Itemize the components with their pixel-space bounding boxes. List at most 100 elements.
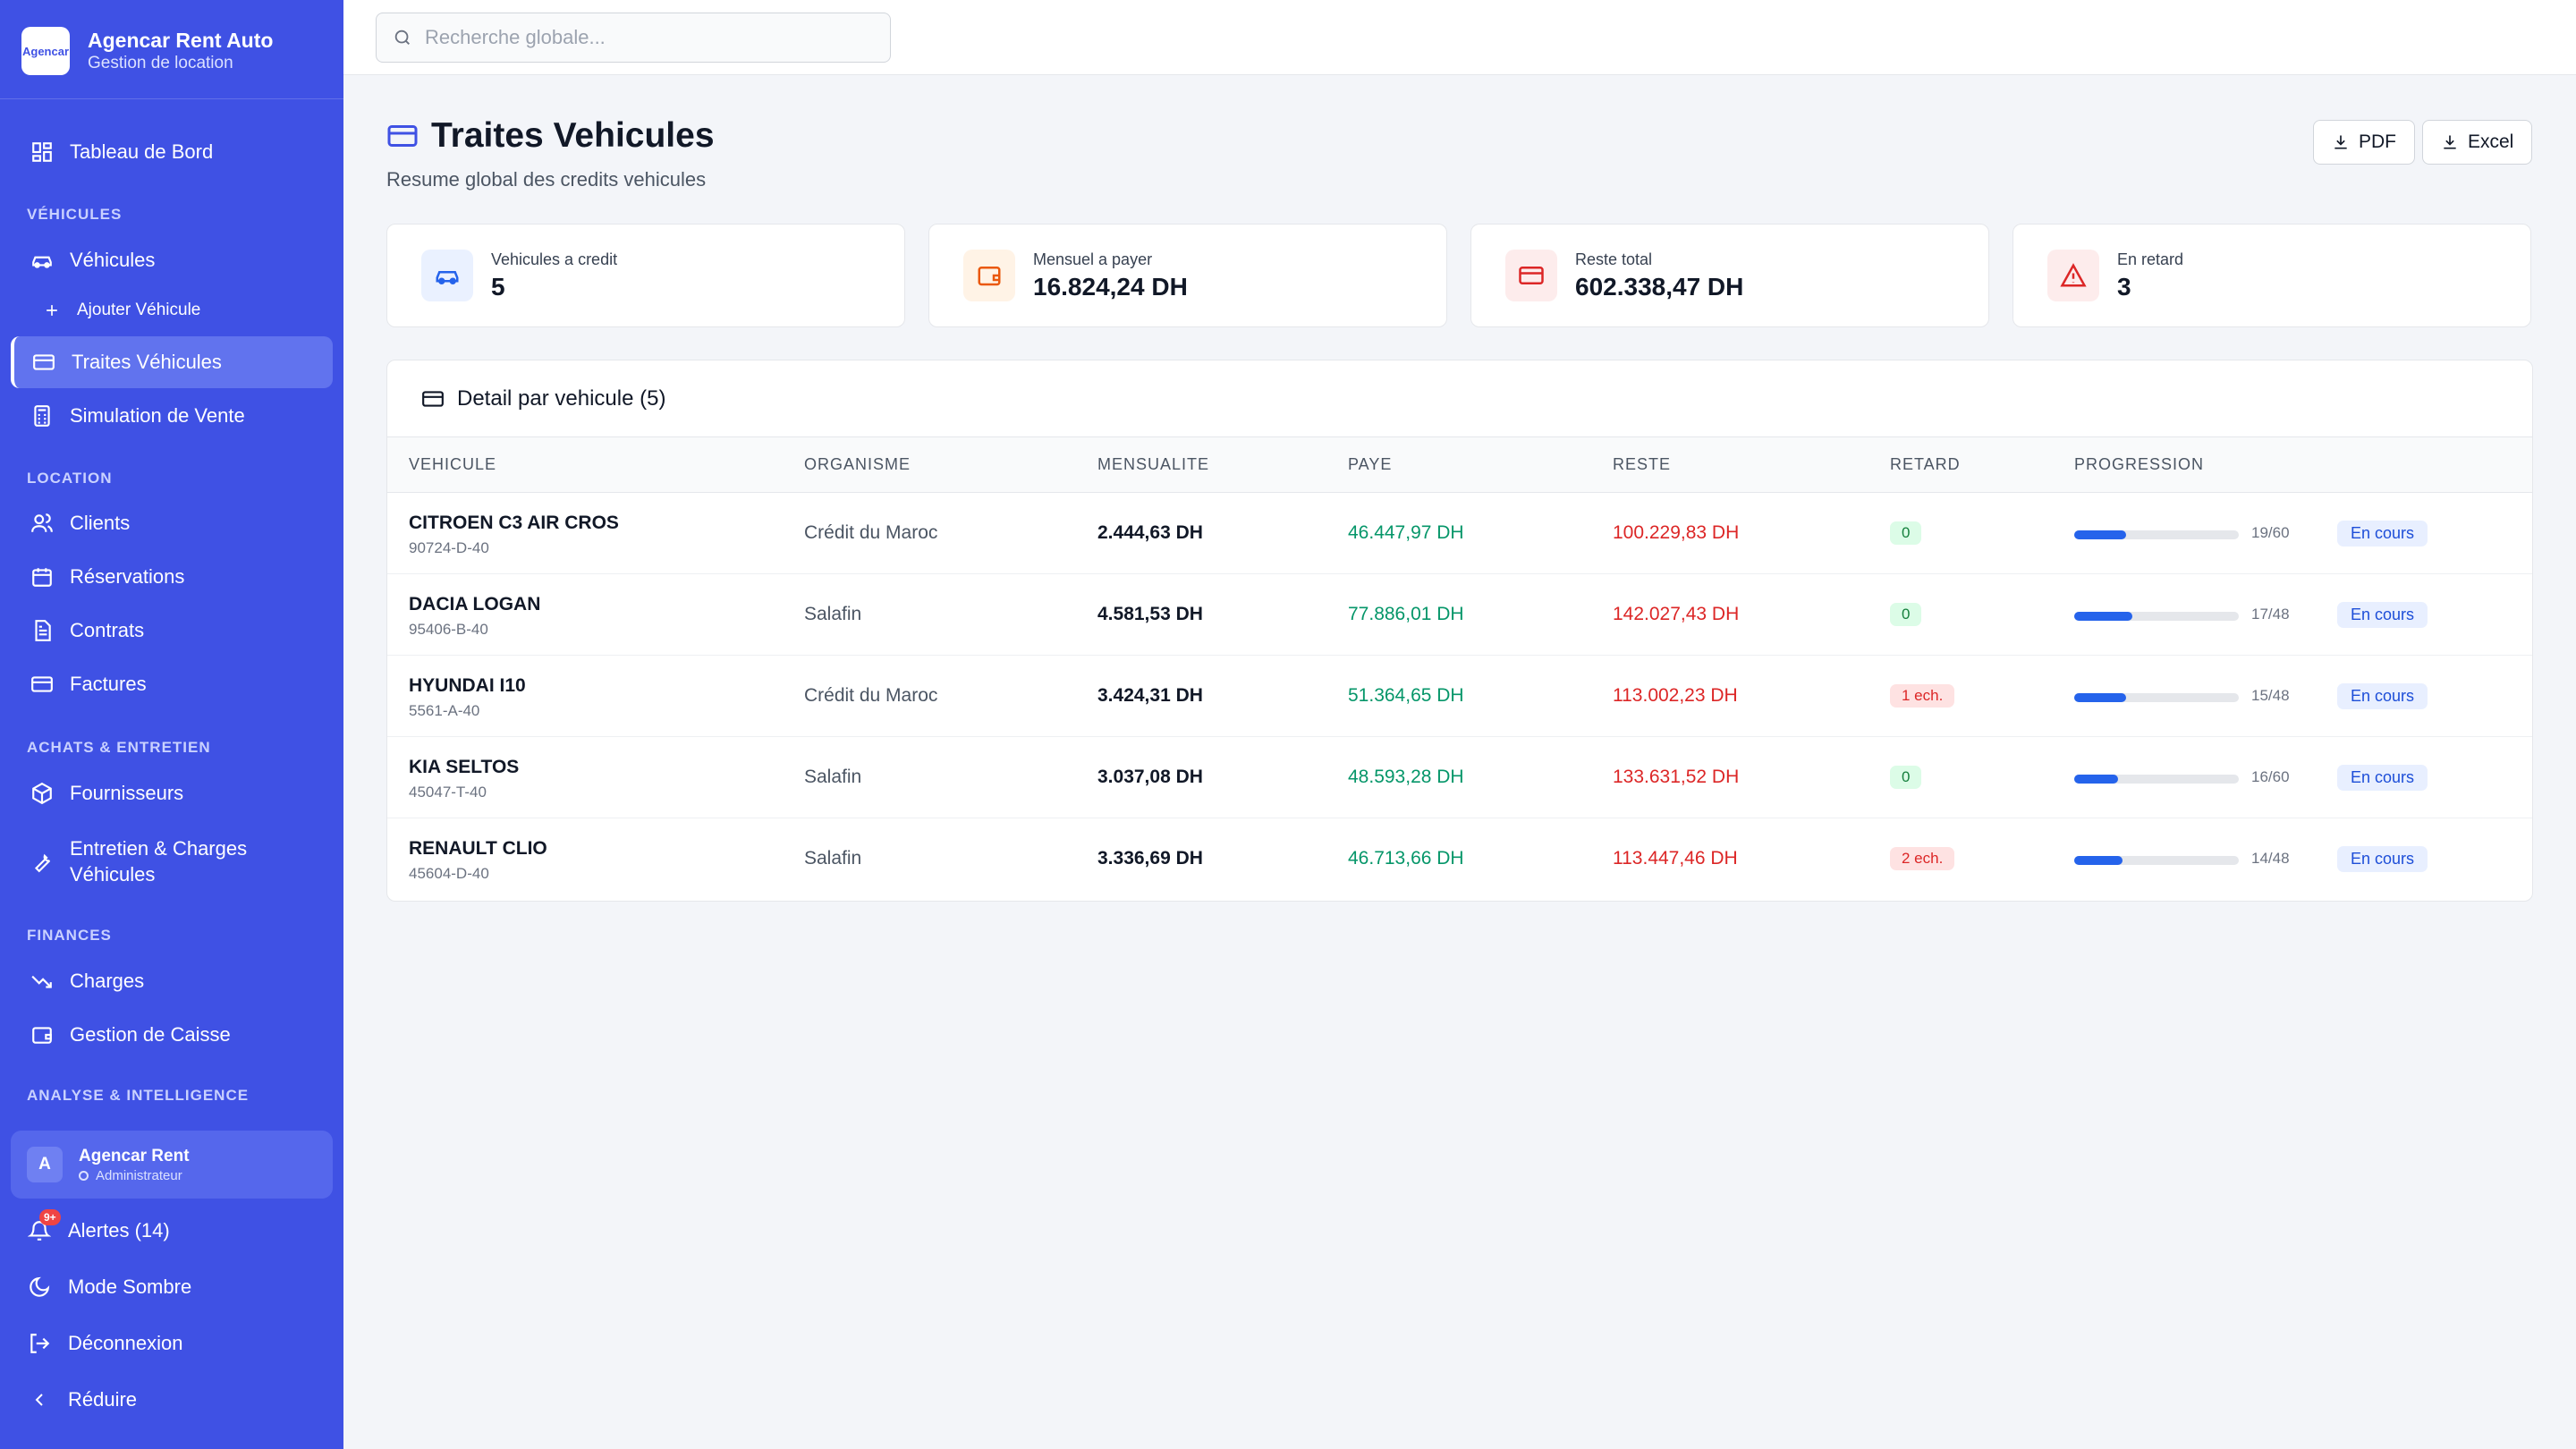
table-row[interactable]: HYUNDAI I10 5561-A-40 Crédit du Maroc 3.… [387, 656, 2532, 737]
organisme: Crédit du Maroc [804, 685, 938, 706]
file-text-icon [30, 619, 54, 642]
sidebar-item-vehicules[interactable]: Véhicules [11, 234, 333, 286]
wallet-icon [30, 1023, 54, 1046]
dark-mode-button[interactable]: Mode Sombre [27, 1275, 191, 1300]
brand-logo: Agencar [21, 27, 70, 75]
credit-card-icon [422, 390, 444, 407]
progress-fill [2074, 775, 2119, 784]
sidebar-item-charges[interactable]: Charges [11, 955, 333, 1007]
progress-text: 15/48 [2251, 687, 2290, 704]
section-label-location: LOCATION [27, 470, 113, 487]
column-header-organisme[interactable]: ORGANISME [804, 455, 911, 473]
progress-bar [2074, 693, 2239, 702]
column-header-reste[interactable]: RESTE [1613, 455, 1672, 473]
table-row[interactable]: DACIA LOGAN 95406-B-40 Salafin 4.581,53 … [387, 574, 2532, 656]
vehicle-name: DACIA LOGAN [409, 594, 541, 614]
package-icon [30, 782, 54, 805]
table-row[interactable]: KIA SELTOS 45047-T-40 Salafin 3.037,08 D… [387, 737, 2532, 818]
sidebar-item-simulation[interactable]: Simulation de Vente [11, 390, 333, 442]
brand[interactable]: Agencar Agencar Rent Auto Gestion de loc… [21, 27, 273, 75]
progress-bar [2074, 775, 2239, 784]
trending-down-icon [30, 970, 54, 993]
kpi-card-vehicules-credit: Vehicules a credit 5 [386, 224, 905, 327]
download-icon [2334, 135, 2347, 149]
page-subtitle: Resume global des credits vehicules [386, 168, 707, 191]
sidebar-item-fournisseurs[interactable]: Fournisseurs [11, 767, 333, 819]
kpi-card-reste-total: Reste total 602.338,47 DH [1470, 224, 1989, 327]
retard-badge: 2 ech. [1890, 847, 1955, 870]
user-role: Administrateur [96, 1167, 182, 1183]
mensualite: 3.336,69 DH [1097, 848, 1203, 869]
mensualite: 3.424,31 DH [1097, 685, 1203, 706]
sidebar-item-label: Clients [70, 512, 131, 534]
reste-amount: 113.002,23 DH [1613, 685, 1738, 706]
sidebar-item-caisse[interactable]: Gestion de Caisse [11, 1009, 333, 1061]
vehicle-name: CITROEN C3 AIR CROS [409, 513, 619, 533]
mensualite: 2.444,63 DH [1097, 522, 1203, 543]
collapse-sidebar-button[interactable]: Réduire [27, 1387, 137, 1412]
car-icon [30, 249, 54, 272]
users-icon [30, 512, 54, 535]
status-badge: En cours [2337, 521, 2428, 547]
sidebar-item-label: Gestion de Caisse [70, 1023, 231, 1046]
sidebar-item-factures[interactable]: Factures [11, 658, 333, 710]
download-icon [2444, 135, 2456, 149]
retard-badge: 0 [1890, 766, 1922, 789]
sidebar-item-traites[interactable]: Traites Véhicules [11, 336, 333, 388]
kpi-label: Mensuel a payer [1033, 250, 1153, 268]
sidebar-item-label: Simulation de Vente [70, 404, 245, 427]
section-label-analyse: ANALYSE & INTELLIGENCE [27, 1087, 250, 1104]
car-icon [421, 250, 473, 301]
column-header-retard[interactable]: RETARD [1890, 455, 1961, 473]
export-excel-button[interactable]: Excel [2422, 120, 2533, 165]
logout-button[interactable]: Déconnexion [27, 1331, 182, 1356]
vehicle-plate: 5561-A-40 [409, 702, 480, 719]
progress-text: 17/48 [2251, 606, 2290, 623]
kpi-value: 602.338,47 DH [1575, 272, 1744, 301]
chevron-left-icon [27, 1387, 52, 1412]
vehicle-plate: 45604-D-40 [409, 865, 489, 882]
alerts-badge: 9+ [39, 1209, 61, 1225]
sidebar-item-label: Réservations [70, 565, 185, 588]
user-card[interactable]: A Agencar Rent Administrateur [11, 1131, 333, 1199]
table-row[interactable]: CITROEN C3 AIR CROS 90724-D-40 Crédit du… [387, 493, 2532, 574]
sidebar-item-label: Traites Véhicules [72, 351, 222, 373]
export-pdf-button[interactable]: PDF [2313, 120, 2415, 165]
logout-label: Déconnexion [68, 1332, 183, 1354]
search-input[interactable] [425, 26, 872, 49]
credit-card-icon [1505, 250, 1557, 301]
calendar-icon [30, 565, 54, 589]
paye-amount: 51.364,65 DH [1348, 685, 1464, 706]
column-header-vehicule[interactable]: VEHICULE [409, 455, 497, 473]
column-header-progression[interactable]: PROGRESSION [2074, 455, 2205, 473]
invoice-card-icon [30, 673, 54, 696]
logout-icon [27, 1331, 52, 1356]
status-badge: En cours [2337, 765, 2428, 791]
sidebar-item-ajouter-vehicule[interactable]: Ajouter Véhicule [11, 285, 333, 335]
reste-amount: 142.027,43 DH [1613, 604, 1740, 624]
table-row[interactable]: RENAULT CLIO 45604-D-40 Salafin 3.336,69… [387, 818, 2532, 900]
column-header-mensualite[interactable]: MENSUALITE [1097, 455, 1210, 473]
kpi-label: En retard [2117, 250, 2184, 268]
organisme: Crédit du Maroc [804, 522, 938, 543]
status-badge: En cours [2337, 683, 2428, 709]
sidebar-item-entretien[interactable]: Entretien & Charges Véhicules [11, 827, 333, 895]
search-icon [394, 30, 410, 45]
organisme: Salafin [804, 604, 862, 624]
alert-triangle-icon [2047, 250, 2099, 301]
sidebar-item-dashboard[interactable]: Tableau de Bord [11, 126, 333, 178]
kpi-card-en-retard: En retard 3 [2012, 224, 2531, 327]
sidebar-item-reservations[interactable]: Réservations [11, 551, 333, 603]
page-title: Traites Vehicules [431, 116, 715, 155]
sidebar-item-label: Fournisseurs [70, 782, 184, 804]
column-header-paye[interactable]: PAYE [1348, 455, 1393, 473]
kpi-value: 16.824,24 DH [1033, 272, 1188, 301]
wrench-icon [30, 850, 54, 873]
kpi-label: Vehicules a credit [491, 250, 618, 268]
sidebar-item-clients[interactable]: Clients [11, 497, 333, 549]
alerts-button[interactable]: 9+ Alertes (14) [27, 1209, 170, 1243]
global-search[interactable] [376, 13, 891, 63]
paye-amount: 48.593,28 DH [1348, 767, 1464, 787]
sidebar-item-contrats[interactable]: Contrats [11, 605, 333, 657]
page-header: Traites Vehicules Resume global des cred… [386, 116, 715, 191]
